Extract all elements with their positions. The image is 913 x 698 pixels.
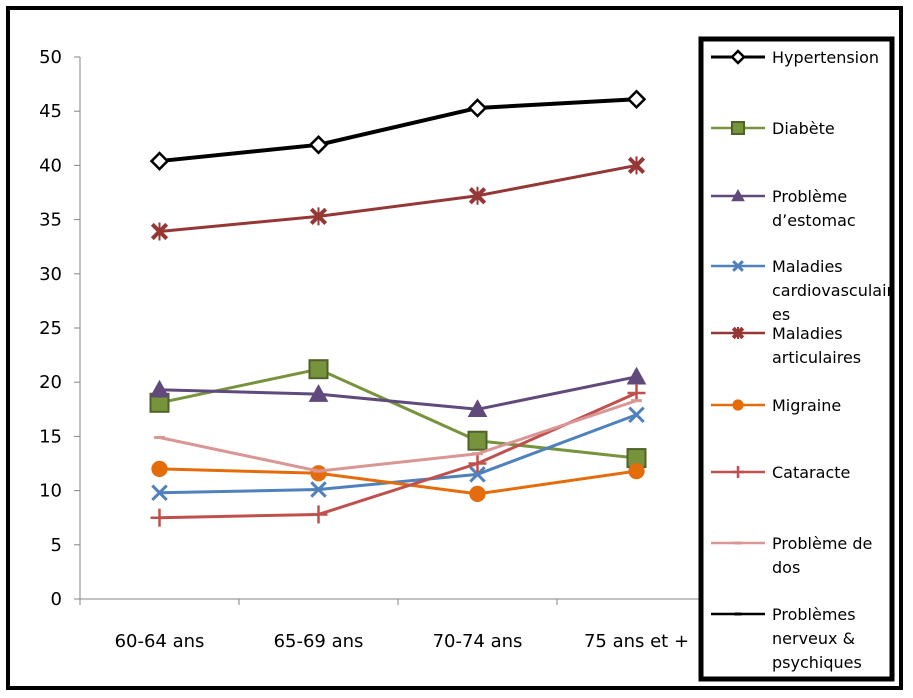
series-line: [159, 97, 637, 164]
legend-label: Maladies: [772, 324, 843, 343]
data-point: [149, 379, 170, 398]
data-point: [310, 481, 327, 498]
legend-label: Maladies: [772, 257, 843, 276]
y-tick-label: 40: [39, 155, 62, 176]
legend-label: Problème de: [772, 534, 872, 553]
series-line: [159, 467, 637, 496]
data-point: [150, 222, 169, 241]
legend-entry: Migraine: [711, 396, 841, 415]
y-tick-label: 10: [39, 481, 62, 502]
series-probl-me-d-estomac: [149, 366, 647, 417]
data-point: [310, 465, 327, 482]
legend-entry: Problèmes nerveux & psychiques: [711, 605, 862, 672]
legend-entry: Diabète: [711, 119, 835, 138]
data-point: [628, 462, 645, 480]
data-point: [468, 454, 487, 473]
legend-entry: Maladies cardiovasculair es: [711, 257, 894, 324]
legend-label: psychiques: [772, 653, 862, 672]
data-point: [308, 135, 329, 155]
legend-box: [698, 36, 895, 682]
data-point: [151, 484, 168, 502]
data-point: [730, 49, 746, 65]
x-tick-label: 70-74 ans: [433, 631, 523, 652]
series-line: [159, 391, 638, 520]
x-tick-label: 65-69 ans: [274, 631, 364, 652]
y-tick-label: 20: [39, 372, 62, 393]
series-line: [159, 399, 637, 473]
data-point: [627, 156, 646, 175]
series-probl-me-de-dos: [154, 399, 642, 473]
y-tick-label: 0: [51, 589, 62, 610]
series-layer: [149, 89, 647, 527]
y-tick-label: 5: [51, 535, 62, 556]
data-point: [732, 466, 744, 478]
data-point: [628, 406, 645, 423]
line-chart: 0 5 10 15 20 25 30 35 40 45 50 60-64 ans 65-69 ans 70…: [39, 36, 895, 682]
legend-label: Cataracte: [772, 463, 850, 482]
legend-label: nerveux &: [772, 629, 855, 648]
data-point: [731, 121, 745, 135]
y-tick-label: 30: [39, 264, 62, 285]
data-point: [731, 188, 745, 202]
data-point: [468, 186, 487, 205]
legend-label: Problème: [772, 187, 847, 206]
legend-label: d’estomac: [772, 211, 856, 230]
data-point: [469, 485, 486, 503]
legend-label: Diabète: [772, 119, 835, 138]
legend-label: cardiovasculair: [772, 281, 894, 300]
series-diab-te: [149, 359, 647, 469]
y-tick-label: 45: [39, 101, 62, 122]
data-point: [308, 384, 329, 402]
data-point: [150, 508, 169, 527]
series-line: [159, 413, 638, 495]
series-maladies-articulaires: [150, 156, 646, 241]
data-point: [626, 366, 647, 385]
data-point: [309, 505, 328, 524]
x-tick-label: 75 ans et +: [584, 631, 689, 652]
series-migraine: [151, 460, 645, 503]
series-line: [159, 163, 637, 234]
x-tick-label: 60-64 ans: [115, 631, 205, 652]
series-line: [159, 375, 637, 411]
series-hypertension: [149, 89, 647, 171]
legend-label: Hypertension: [772, 48, 879, 67]
data-point: [467, 430, 488, 451]
legend-entry: Problème de dos: [711, 534, 872, 577]
data-point: [731, 326, 745, 340]
y-tick-label: 50: [39, 47, 62, 68]
data-point: [732, 399, 744, 411]
legend-entry: Problème d’estomac: [711, 187, 856, 230]
legend-label: dos: [772, 558, 800, 577]
legend-entry: Hypertension: [711, 48, 879, 67]
data-point: [151, 460, 168, 478]
data-point: [308, 359, 329, 380]
legend-label: Migraine: [772, 396, 841, 415]
y-tick-label: 25: [39, 318, 62, 339]
y-tick-label: 15: [39, 426, 62, 447]
series-maladies-cardiovasculaires: [151, 406, 645, 502]
chart-frame: 0 5 10 15 20 25 30 35 40 45 50 60-64 ans 65-69 ans 70…: [6, 6, 903, 690]
data-point: [309, 207, 328, 226]
series-line: [159, 367, 637, 460]
legend-label: articulaires: [772, 348, 861, 367]
data-point: [627, 384, 646, 403]
data-point: [732, 260, 744, 272]
data-point: [626, 89, 647, 110]
y-tick-label: 35: [39, 210, 62, 231]
legend-label: Problèmes: [772, 605, 856, 624]
axes: 0 5 10 15 20 25 30 35 40 45 50 60-64 ans 65-69 ans 70…: [39, 47, 717, 652]
data-point: [149, 151, 170, 171]
data-point: [469, 466, 486, 483]
legend-label: es: [772, 305, 790, 324]
data-point: [467, 98, 488, 118]
legend-entry: Cataracte: [711, 463, 850, 482]
data-point: [467, 399, 488, 417]
legend-entry: Maladies articulaires: [711, 324, 861, 367]
legend: Hypertension Diabète Problème d’estomac Mala…: [698, 36, 895, 682]
